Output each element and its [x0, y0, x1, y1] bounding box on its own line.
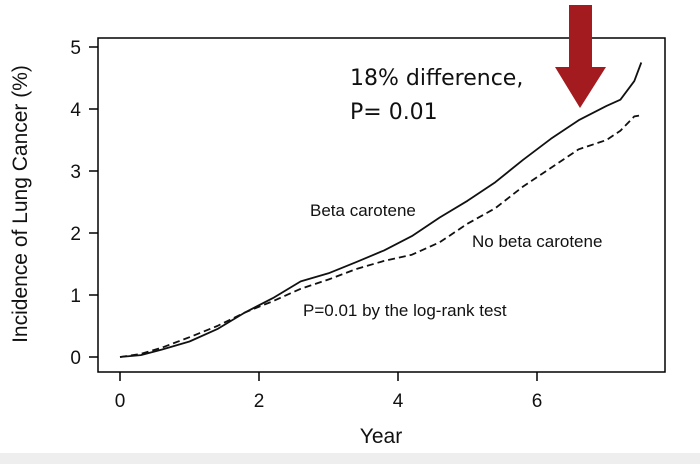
- y-axis-label: Incidence of Lung Cancer (%): [9, 65, 32, 343]
- y-tick-label: 0: [70, 348, 81, 369]
- x-tick-label: 4: [393, 391, 404, 412]
- axis-ticks: 0 2 4 6 0 1 2 3 4 5: [70, 38, 542, 412]
- bottom-strip: [0, 453, 700, 464]
- series-line-no-beta-carotene: [119, 114, 642, 358]
- annotation-beta-carotene: Beta carotene: [310, 201, 416, 220]
- y-tick-label: 2: [70, 224, 81, 245]
- x-axis-label: Year: [360, 425, 402, 448]
- x-tick-label: 6: [532, 391, 543, 412]
- x-tick-label: 2: [254, 391, 265, 412]
- difference-callout: 18% difference, P= 0.01: [350, 62, 523, 130]
- callout-line-1: 18% difference,: [350, 66, 524, 91]
- x-tick-label: 0: [115, 391, 126, 412]
- y-tick-label: 1: [70, 286, 81, 307]
- y-tick-label: 3: [70, 162, 81, 183]
- annotation-log-rank-test: P=0.01 by the log-rank test: [303, 301, 507, 320]
- arrow-down-icon: [555, 5, 606, 108]
- series-line-beta-carotene: [119, 62, 643, 358]
- callout-line-2: P= 0.01: [350, 100, 438, 125]
- y-tick-label: 5: [70, 38, 81, 59]
- annotation-no-beta-carotene: No beta carotene: [472, 232, 602, 251]
- y-tick-label: 4: [70, 100, 81, 121]
- series-lines: [119, 62, 643, 358]
- plot-frame: [97, 37, 666, 373]
